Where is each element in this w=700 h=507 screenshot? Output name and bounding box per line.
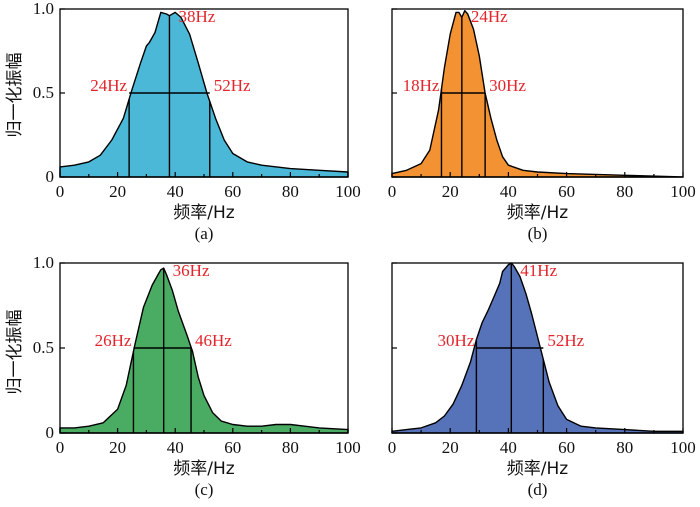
x-tick-label: 0 [388,182,397,201]
y-tick-label: 0 [46,423,55,442]
panel-label: (a) [195,224,214,243]
half-power-right-label: 30Hz [489,76,526,95]
x-tick-label: 60 [558,182,575,201]
x-tick-label: 20 [109,182,126,201]
x-axis-title: 频率/Hz [173,459,235,479]
peak-frequency-label: 36Hz [173,261,210,280]
y-tick-label: 0.5 [33,338,54,357]
panel-a: 0 20 40 60 80 100 0 0.5 1.0 38Hz 24Hz 52… [33,0,361,243]
x-axis-title: 频率/Hz [507,459,569,479]
x-tick-label: 60 [224,182,241,201]
x-tick-label: 40 [500,438,517,457]
ylabel-top: 归一化振幅 [5,53,25,138]
half-power-right-label: 52Hz [547,331,584,350]
x-tick-label: 20 [442,182,459,201]
half-power-left-label: 26Hz [95,331,132,350]
x-tick-label: 80 [282,182,299,201]
x-tick-label: 80 [282,438,299,457]
half-power-left-label: 24Hz [90,76,127,95]
x-tick-label: 80 [616,182,633,201]
x-tick-label: 0 [388,438,397,457]
x-axis-title: 频率/Hz [507,203,569,223]
x-tick-label: 80 [616,438,633,457]
y-tick-label: 1.0 [33,0,54,18]
half-power-left-label: 30Hz [438,331,475,350]
area-fill [59,267,349,434]
panel-c: 0 20 40 60 80 100 0 0.5 1.0 36Hz 26Hz 46… [33,253,361,499]
x-tick-label: 40 [500,182,517,201]
x-axis-title: 频率/Hz [173,203,235,223]
panel-b: 0 20 40 60 80 100 24Hz 18Hz 30Hz 频率/Hz (… [388,7,696,243]
x-tick-label: 60 [224,438,241,457]
x-tick-label: 0 [56,182,65,201]
y-tick-label: 0 [46,167,55,186]
y-tick-label: 0.5 [33,83,54,102]
x-tick-label: 100 [335,182,361,201]
x-tick-label: 40 [167,182,184,201]
half-power-right-label: 46Hz [195,331,232,350]
peak-frequency-label: 38Hz [178,7,215,26]
panel-label: (d) [528,480,548,499]
panel-label: (b) [528,224,548,243]
tick-marks [59,8,349,178]
x-tick-label: 100 [335,438,361,457]
tick-marks [59,262,349,434]
x-tick-label: 100 [670,182,696,201]
panel-d: 0 20 40 60 80 100 41Hz 30Hz 52Hz 频率/Hz (… [388,261,696,499]
x-tick-label: 100 [670,438,696,457]
y-tick-label: 1.0 [33,253,54,272]
peak-frequency-label: 41Hz [520,261,557,280]
ylabel-bottom: 归一化振幅 [5,310,25,395]
panel-label: (c) [195,480,214,499]
x-tick-label: 0 [56,438,65,457]
tick-marks [391,262,684,434]
area-fill [391,10,684,178]
x-tick-label: 40 [167,438,184,457]
x-tick-label: 20 [109,438,126,457]
tick-marks [391,8,684,178]
half-power-right-label: 52Hz [214,76,251,95]
half-power-left-label: 18Hz [403,76,440,95]
area-fill [59,11,349,178]
x-tick-label: 60 [558,438,575,457]
peak-frequency-label: 24Hz [471,7,508,26]
x-tick-label: 20 [442,438,459,457]
